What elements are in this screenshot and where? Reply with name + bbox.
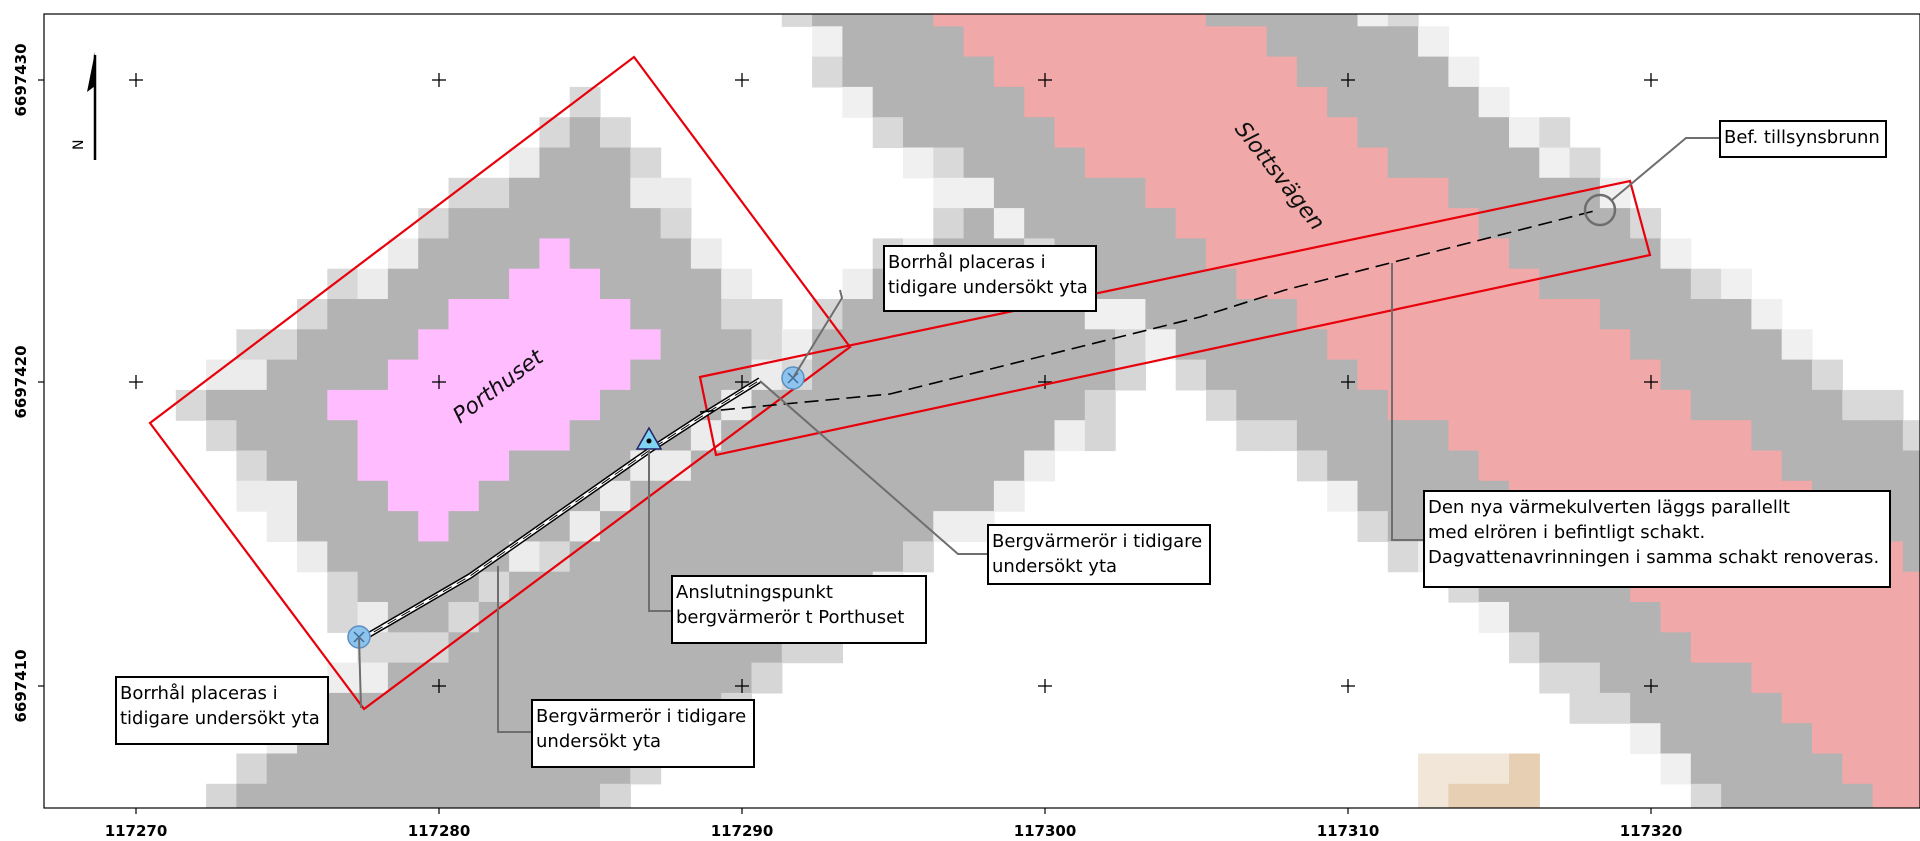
leader-bef-tillsynsbrunn xyxy=(1611,137,1720,201)
x-axis: 117270 117280 117290 117300 117310 117320 xyxy=(105,808,1683,840)
leader-bergvarme-bottom xyxy=(497,566,532,733)
callout-text-line: Bergvärmerör i tidigare xyxy=(536,706,746,727)
x-tick-label: 117280 xyxy=(408,822,471,840)
callout-text-line: Anslutningspunkt xyxy=(676,582,833,603)
grid-cross xyxy=(432,375,446,389)
x-tick-label: 117310 xyxy=(1317,822,1380,840)
callout-text-line: Den nya värmekulverten läggs parallellt xyxy=(1428,497,1790,518)
callout-text-line: Borrhål placeras i xyxy=(888,252,1046,273)
grid-cross xyxy=(1341,73,1355,87)
grid-cross xyxy=(735,375,749,389)
grid-crosshairs xyxy=(129,73,1658,693)
leader-borrhal-bottom xyxy=(358,636,362,709)
callout-bef-tillsynsbrunn: Bef. tillsynsbrunn xyxy=(1719,120,1887,158)
callout-borrhal-bottom: Borrhål placeras i tidigare undersökt yta xyxy=(115,676,329,745)
grid-cross xyxy=(1341,375,1355,389)
y-tick-label: 6697420 xyxy=(12,345,30,418)
trench-boundary xyxy=(698,179,1652,457)
grid-cross xyxy=(129,375,143,389)
grid-cross xyxy=(1644,73,1658,87)
grid-cross xyxy=(1341,679,1355,693)
grid-cross xyxy=(1038,73,1052,87)
callout-varmekulvert: Den nya värmekulverten läggs parallellt m… xyxy=(1423,490,1891,588)
x-tick-label: 117270 xyxy=(105,822,168,840)
north-arrow-icon: N xyxy=(71,52,97,160)
x-tick-label: 117320 xyxy=(1620,822,1683,840)
pipe-varmekulvert xyxy=(699,209,1599,413)
callout-text-line: Borrhål placeras i xyxy=(120,683,278,704)
callout-text-line: Bef. tillsynsbrunn xyxy=(1724,127,1880,148)
x-tick-label: 117300 xyxy=(1014,822,1077,840)
callout-text-line: undersökt yta xyxy=(992,556,1117,577)
manhole-marker[interactable] xyxy=(1583,193,1617,227)
y-tick-label: 6697410 xyxy=(12,649,30,722)
callout-text-line: tidigare undersökt yta xyxy=(888,277,1088,298)
grid-cross xyxy=(735,679,749,693)
y-tick-label: 6697430 xyxy=(12,43,30,116)
callout-text-line: Dagvattenavrinningen i samma schakt reno… xyxy=(1428,547,1879,568)
grid-cross xyxy=(432,679,446,693)
map-raster xyxy=(175,14,1920,808)
leader-borrhal-top xyxy=(792,289,844,379)
callout-bergvarme-bottom: Bergvärmerör i tidigare undersökt yta xyxy=(531,699,755,768)
porthuset-boundary xyxy=(148,55,852,711)
grid-cross xyxy=(1038,679,1052,693)
callout-text-line: med elrören i befintligt schakt. xyxy=(1428,522,1705,543)
raster-pixels xyxy=(175,14,1920,808)
callouts: Bef. tillsynsbrunn Borrhål placeras i tidi… xyxy=(115,120,1891,768)
north-arrow-label: N xyxy=(71,140,87,150)
grid-cross xyxy=(432,73,446,87)
grid-cross xyxy=(1644,679,1658,693)
callout-bergvarme-right: Bergvärmerör i tidigare undersökt yta xyxy=(987,524,1211,585)
leader-bergvarme-right xyxy=(759,380,988,555)
leader-anslutningspunkt xyxy=(648,449,672,612)
map-frame xyxy=(43,13,1920,809)
callout-text-line: tidigare undersökt yta xyxy=(120,708,320,729)
callout-anslutningspunkt: Anslutningspunkt bergvärmerör t Porthuset xyxy=(671,575,927,644)
callout-text-line: bergvärmerör t Porthuset xyxy=(676,607,904,628)
grid-cross xyxy=(735,73,749,87)
callout-borrhal-top: Borrhål placeras i tidigare undersökt yta xyxy=(883,245,1097,312)
grid-cross xyxy=(1644,375,1658,389)
grid-cross xyxy=(129,73,143,87)
callout-text-line: undersökt yta xyxy=(536,731,661,752)
y-axis: 6697430 6697420 6697410 xyxy=(12,43,44,723)
leader-varmekulvert xyxy=(1391,263,1424,541)
callout-text-line: Bergvärmerör i tidigare xyxy=(992,531,1202,552)
grid-cross xyxy=(1038,375,1052,389)
x-tick-label: 117290 xyxy=(711,822,774,840)
